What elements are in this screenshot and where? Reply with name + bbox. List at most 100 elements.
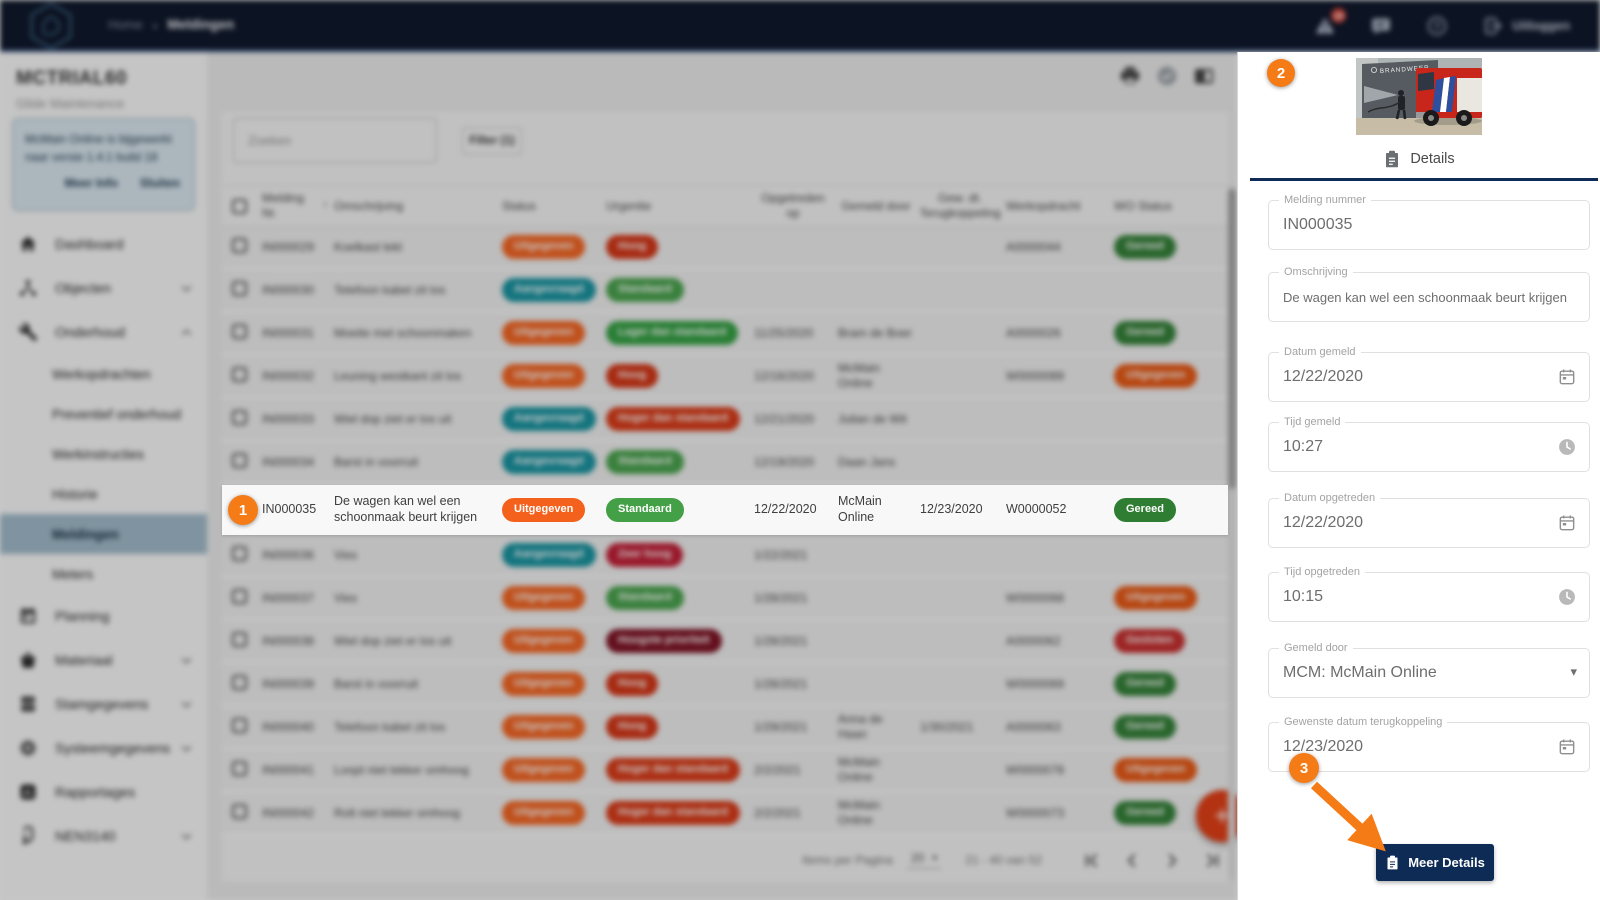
row-checkbox[interactable] xyxy=(232,366,247,382)
column-header-opgetreden-op[interactable]: Opgetreden op xyxy=(761,191,825,220)
row-checkbox[interactable] xyxy=(232,717,247,733)
breadcrumb-home[interactable]: Home xyxy=(108,17,143,32)
table-row-IN000040[interactable]: IN000040 Telefoon kabel zit los Uitgegeven… xyxy=(222,707,1228,750)
row-checkbox[interactable] xyxy=(232,323,247,339)
row-checkbox[interactable] xyxy=(232,588,247,604)
last-page-button[interactable] xyxy=(1205,852,1222,869)
table-row-IN000039[interactable]: IN000039 Barst in voorruit Uitgegeven Hoog 1… xyxy=(222,664,1228,707)
notice-close-button[interactable]: Sluiten xyxy=(139,175,180,190)
field-tijd-opgetreden[interactable]: Tijd opgetreden 10:15 xyxy=(1268,566,1590,622)
clock-icon[interactable] xyxy=(1557,587,1577,607)
sidebar-item-preventief-onderhoud[interactable]: Preventief onderhoud xyxy=(0,394,207,434)
sidebar-item-nen3140[interactable]: NEN3140 xyxy=(0,814,207,858)
row-checkbox[interactable] xyxy=(232,760,247,776)
sidebar-item-meters[interactable]: Meters xyxy=(0,554,207,594)
field-gewenste-datum-terugkoppeling[interactable]: Gewenste datum terugkoppeling 12/23/2020 xyxy=(1268,716,1590,772)
table-row-IN000034[interactable]: IN000034 Barst in voorruit Aangevraagd Stan… xyxy=(222,442,1228,485)
row-checkbox[interactable] xyxy=(232,545,247,561)
logout-button[interactable]: Uitloggen xyxy=(1482,15,1570,37)
feedback-button[interactable] xyxy=(1370,15,1392,37)
table-row-IN000032[interactable]: IN000032 Leuning westkant zit los Uitgegev… xyxy=(222,356,1228,399)
select-all-checkbox[interactable] xyxy=(232,198,247,214)
table-row-IN000041[interactable]: IN000041 Loopt niet lekker omhoog Uitgegev… xyxy=(222,750,1228,793)
filter-button[interactable]: Filter (1) xyxy=(462,127,522,155)
row-checkbox[interactable] xyxy=(232,409,247,425)
sidebar-item-materiaal[interactable]: Materiaal xyxy=(0,638,207,682)
field-datum-opgetreden[interactable]: Datum opgetreden 12/22/2020 xyxy=(1268,492,1590,548)
opgetreden-op: 1/28/2021 xyxy=(754,676,808,691)
omschrijving: Barst in voorruit xyxy=(334,454,419,469)
sidebar-item-meldingen[interactable]: Meldingen xyxy=(0,514,207,554)
melding-nr: IN000032 xyxy=(262,368,315,383)
items-per-page-label: Items per Pagina xyxy=(802,853,893,867)
column-header-urgentie[interactable]: Urgentie xyxy=(606,198,652,213)
dropdown-arrow-icon[interactable]: ▾ xyxy=(1570,664,1577,679)
search-input[interactable] xyxy=(233,118,437,163)
table-scrollbar[interactable] xyxy=(1228,185,1236,880)
first-page-button[interactable] xyxy=(1082,852,1099,869)
clock-icon[interactable] xyxy=(1557,437,1577,457)
sidebar-item-werkinstructies[interactable]: Werkinstructies xyxy=(0,434,207,474)
approve-icon[interactable] xyxy=(1155,64,1179,88)
warning-icon xyxy=(1316,17,1335,34)
sidebar-item-dashboard[interactable]: Dashboard xyxy=(0,222,207,266)
sort-asc-icon[interactable]: ↑ xyxy=(322,199,329,212)
highlighted-row[interactable]: IN000035 De wagen kan wel een schoonmaak … xyxy=(222,485,1228,535)
sidebar-item-systeemgegevens[interactable]: Systeemgegevens xyxy=(0,726,207,770)
scrollbar-thumb[interactable] xyxy=(1228,189,1236,489)
sidebar-item-werkopdrachten[interactable]: Werkopdrachten xyxy=(0,354,207,394)
sidebar-item-onderhoud[interactable]: Onderhoud xyxy=(0,310,207,354)
gemeld-door: Anna de Haan xyxy=(838,712,883,741)
table-row-IN000038[interactable]: IN000038 Wiel dop ziet er los uit Uitgegev… xyxy=(222,621,1228,664)
field-tijd-gemeld[interactable]: Tijd gemeld 10:27 xyxy=(1268,416,1590,472)
panel-toggle-icon[interactable] xyxy=(1192,64,1216,88)
melding-nr: IN000031 xyxy=(262,325,315,340)
column-header-melding-nr-[interactable]: Melding Nr. ↑ xyxy=(262,191,329,220)
field-omschrijving[interactable]: Omschrijving De wagen kan wel een schoonm… xyxy=(1268,266,1590,322)
column-header-gemeld-door[interactable]: Gemeld door xyxy=(841,198,911,213)
field-melding-nummer[interactable]: Melding nummer IN000035 xyxy=(1268,194,1590,250)
sidebar-item-objecten[interactable]: Objecten xyxy=(0,266,207,310)
column-header-status[interactable]: Status xyxy=(502,198,537,213)
column-header-werkopdracht[interactable]: Werkopdracht xyxy=(1006,198,1081,213)
sidebar-item-historie[interactable]: Historie xyxy=(0,474,207,514)
mcmain-logo-icon[interactable] xyxy=(26,1,76,49)
tab-details-label: Details xyxy=(1410,151,1455,167)
sidebar-item-stamgegevens[interactable]: Stamgegevens xyxy=(0,682,207,726)
alerts-button[interactable]: 29 xyxy=(1314,8,1347,37)
calendar-icon[interactable] xyxy=(1557,367,1577,387)
tab-details[interactable]: Details xyxy=(1238,144,1600,174)
column-header-omschrijving[interactable]: Omschrijving xyxy=(334,198,404,213)
sidebar-item-rapportages[interactable]: Rapportages xyxy=(0,770,207,814)
sidebar-item-planning[interactable]: Planning xyxy=(0,594,207,638)
notice-more-info-button[interactable]: Meer Info xyxy=(64,175,118,190)
table-row-IN000029[interactable]: IN000029 Koelkast lekt Uitgegeven Hoog A0000… xyxy=(222,227,1228,270)
table-row-IN000036[interactable]: IN000036 Vies Aangevraagd Zeer hoog 1/22/202… xyxy=(222,535,1228,578)
urgentie-badge: Hoger dan standaard xyxy=(606,407,741,431)
row-checkbox[interactable] xyxy=(232,237,247,253)
meer-details-button[interactable]: Meer Details xyxy=(1376,844,1494,881)
table-row-IN000042[interactable]: IN000042 Rolt niet lekker omhoog Uitgegeve… xyxy=(222,793,1228,836)
field-datum-gemeld[interactable]: Datum gemeld 12/22/2020 xyxy=(1268,346,1590,402)
row-checkbox[interactable] xyxy=(232,631,247,647)
previous-page-button[interactable] xyxy=(1123,852,1140,869)
omschrijving: Moeite met schoonmaken xyxy=(334,325,472,340)
field-gemeld-door[interactable]: Gemeld door MCM: McMain Online ▾ xyxy=(1268,642,1590,698)
row-checkbox[interactable] xyxy=(232,803,247,819)
row-checkbox[interactable] xyxy=(232,280,247,296)
help-button[interactable]: ? xyxy=(1426,15,1448,37)
printer-icon[interactable] xyxy=(1118,64,1142,88)
next-page-button[interactable] xyxy=(1164,852,1181,869)
column-header-gew-dt-terugkoppeling[interactable]: Gew. dt. Terugkoppeling xyxy=(920,191,1001,220)
column-header-wo-status[interactable]: WO Status xyxy=(1114,198,1173,213)
melding-photo[interactable]: BRANDWEER xyxy=(1356,58,1482,135)
table-row-IN000033[interactable]: IN000033 Wiel dop ziet er los uit Aangevra… xyxy=(222,399,1228,442)
row-checkbox[interactable] xyxy=(232,674,247,690)
table-row-IN000037[interactable]: IN000037 Vies Uitgegeven Standaard 1/28/2021… xyxy=(222,578,1228,621)
items-per-page-select[interactable]: 20 ▾ xyxy=(906,851,942,869)
calendar-icon[interactable] xyxy=(1557,513,1577,533)
table-row-IN000030[interactable]: IN000030 Telefoon kabel zit los Aangevraag… xyxy=(222,270,1228,313)
row-checkbox[interactable] xyxy=(232,452,247,468)
table-row-IN000031[interactable]: IN000031 Moeite met schoonmaken Uitgegeven… xyxy=(222,313,1228,356)
calendar-icon[interactable] xyxy=(1557,737,1577,757)
